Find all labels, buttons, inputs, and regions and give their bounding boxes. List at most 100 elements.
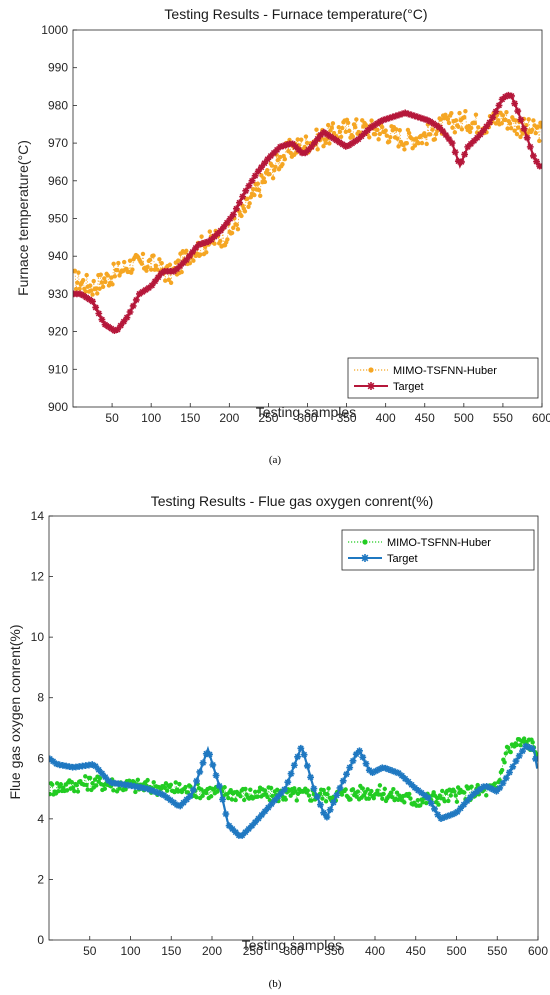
data-point [533,158,540,165]
data-point [139,288,146,296]
data-point [299,137,304,142]
data-point [204,790,209,796]
data-point [446,798,451,804]
x-tick-label: 50 [105,411,119,425]
data-point [170,267,178,275]
data-point [462,790,467,795]
data-point [336,138,343,146]
data-point [325,791,330,797]
data-point [352,125,358,130]
data-point [252,789,258,794]
data-point [436,802,441,807]
data-point [294,753,301,761]
data-point [440,813,448,821]
y-axis-label: Furnace temperature(°C) [15,140,31,296]
data-point [379,124,385,130]
data-point [144,268,149,273]
data-point [408,111,415,119]
data-point [463,108,468,114]
data-point [369,788,374,794]
data-point [162,785,167,790]
data-point [232,205,240,213]
data-point [292,143,300,151]
data-point [76,290,84,298]
data-point [396,144,401,149]
data-point [276,167,282,172]
x-tick-label: 200 [202,944,222,958]
legend: MIMO-TSFNN-Huber Target [341,529,535,571]
data-point [100,284,106,289]
data-point [56,789,61,794]
data-point [58,782,64,787]
legend-item: Target [354,381,424,393]
data-point [383,115,390,123]
data-point [417,114,425,122]
data-point [218,238,223,244]
data-point [415,798,420,803]
data-point [264,804,272,812]
data-point [536,162,542,170]
data-point [508,749,513,755]
data-point [207,236,215,244]
data-point [92,762,99,770]
data-point [89,298,96,305]
data-point [242,828,249,836]
data-point [185,790,191,795]
data-point [411,112,418,120]
data-point [505,126,510,131]
data-point [440,788,445,794]
data-point [194,794,199,800]
data-point [432,137,438,142]
data-point [87,283,93,288]
data-point [380,796,385,801]
data-point [145,284,153,292]
y-tick-label: 2 [37,872,44,886]
data-point [442,131,450,139]
data-point [382,786,387,792]
data-point [199,759,207,767]
data-point [473,788,481,795]
data-point [354,117,359,122]
x-axis-label: Testing samples [256,404,356,420]
y-tick-label: 960 [48,174,68,188]
data-point [109,275,114,280]
data-point [116,260,121,266]
data-point [110,282,115,287]
data-point [153,263,159,268]
data-point [326,806,334,814]
data-point [366,796,372,801]
data-point [514,131,520,137]
data-point [248,787,253,792]
data-point [98,770,106,777]
data-point [408,796,413,801]
data-point [386,139,392,144]
data-point [215,782,223,790]
data-point [358,132,365,140]
data-point [269,163,275,168]
data-point [176,262,184,270]
y-tick-label: 930 [48,287,68,301]
data-point [416,140,421,146]
data-point [404,141,409,146]
data-point [154,273,162,281]
data-point [265,794,270,800]
data-point [447,811,455,819]
data-point [336,125,341,130]
data-point [437,815,445,822]
data-point [101,773,109,781]
data-point [323,130,331,138]
tick-group: 50 100 150 200 250 300 350 400 450 500 550 600 900 91… [41,23,550,425]
data-point [238,793,243,799]
data-point [461,151,469,158]
data-point [518,742,523,748]
data-point [280,162,285,167]
data-point [248,195,254,200]
data-point [452,789,457,794]
data-point [401,775,409,783]
data-point [355,789,361,794]
y-tick-label: 910 [48,362,68,376]
data-point [512,757,520,765]
data-point [503,117,508,123]
data-point [384,133,390,138]
legend-marker [361,554,369,562]
